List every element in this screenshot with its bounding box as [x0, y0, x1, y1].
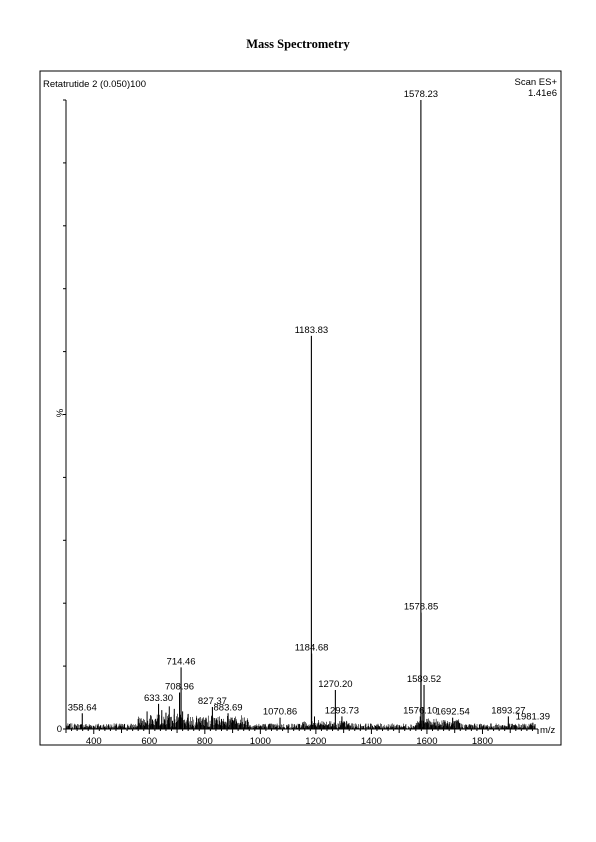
x-tick-label: 1000 [250, 736, 271, 747]
peak-label: 708.96 [165, 682, 194, 693]
peak-label: 1183.83 [295, 325, 329, 336]
peak-label: 358.64 [68, 702, 97, 713]
x-axis-label: m/z [540, 725, 556, 736]
peak-label: 1184.68 [295, 643, 329, 654]
peak-label: 883.69 [214, 702, 243, 713]
peak-label: 1981.39 [516, 712, 550, 723]
peak-label: 1293.73 [325, 705, 359, 716]
y-max-label: 100 [130, 79, 146, 90]
peak-label: 1576.10 [403, 705, 437, 716]
peak-label: 1578.85 [404, 602, 438, 613]
x-tick-label: 1400 [361, 736, 382, 747]
peak-label: 1893.27 [491, 705, 525, 716]
page-title: Mass Spectrometry [246, 37, 350, 51]
peak-label: 1589.52 [407, 674, 441, 685]
peak-label: 714.46 [167, 656, 196, 667]
y-axis-label: % [55, 408, 66, 417]
scan-mode-label: Scan ES+ [514, 77, 557, 88]
peak-label: 1270.20 [318, 679, 352, 690]
y-min-label: 0 [57, 724, 62, 735]
x-tick-label: 1200 [305, 736, 326, 747]
peak-label: 827.37 [198, 696, 227, 707]
base-intensity-label: 1.41e6 [528, 88, 557, 99]
x-tick-label: 1800 [472, 736, 493, 747]
peak-label: 1692.54 [435, 707, 469, 718]
axes: 400 600 800 1000 1200 1400 1600 1800 [63, 99, 539, 747]
x-tick-label: 1600 [416, 736, 437, 747]
x-tick-label: 400 [86, 736, 102, 747]
peak-label: 633.30 [144, 693, 173, 704]
chart-frame [39, 70, 562, 746]
peak-label: 1070.86 [263, 707, 297, 718]
x-tick-label: 800 [197, 736, 213, 747]
peak-label: 1578.23 [404, 89, 438, 100]
sample-label: Retatrutide 2 (0.050)100 [43, 79, 146, 90]
x-tick-label: 600 [141, 736, 157, 747]
